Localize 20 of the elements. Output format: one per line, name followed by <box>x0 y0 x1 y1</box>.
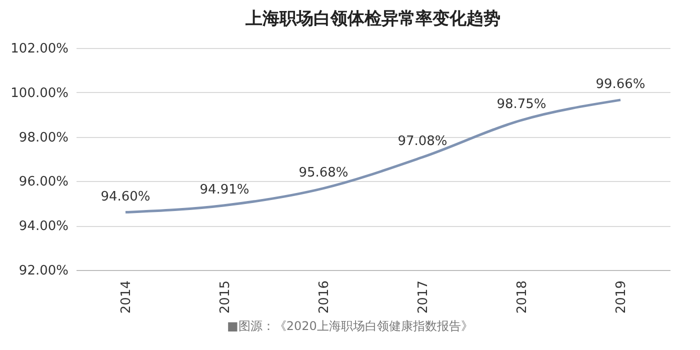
x-tick-label: 2016 <box>317 280 332 314</box>
data-label: 94.60% <box>100 189 150 204</box>
text: ■图源：《2020上海职场白领健康指数报告》 <box>226 318 474 335</box>
y-tick-label: 98.00% <box>18 130 68 146</box>
x-tick-label: 2017 <box>416 280 431 314</box>
y-tick-label: 92.00% <box>18 264 68 278</box>
y-tick-label: 100.00% <box>10 86 68 101</box>
y-tick-label: 96.00% <box>18 174 68 190</box>
data-label: 99.66% <box>596 76 646 92</box>
data-label: 97.08% <box>398 134 448 150</box>
x-tick-label: 2015 <box>218 280 233 314</box>
x-tick-label: 2019 <box>614 280 629 314</box>
y-tick-label: 102.00% <box>10 42 68 56</box>
x-tick-label: 2018 <box>515 280 530 314</box>
x-tick-label: 2014 <box>119 280 134 314</box>
chart-title: 上海职场白领体检异常率变化趋势 <box>244 9 500 29</box>
data-label: 95.68% <box>298 165 348 180</box>
y-tick-label: 94.00% <box>18 219 68 234</box>
data-label: 98.75% <box>496 97 546 112</box>
data-label: 94.91% <box>200 182 250 198</box>
